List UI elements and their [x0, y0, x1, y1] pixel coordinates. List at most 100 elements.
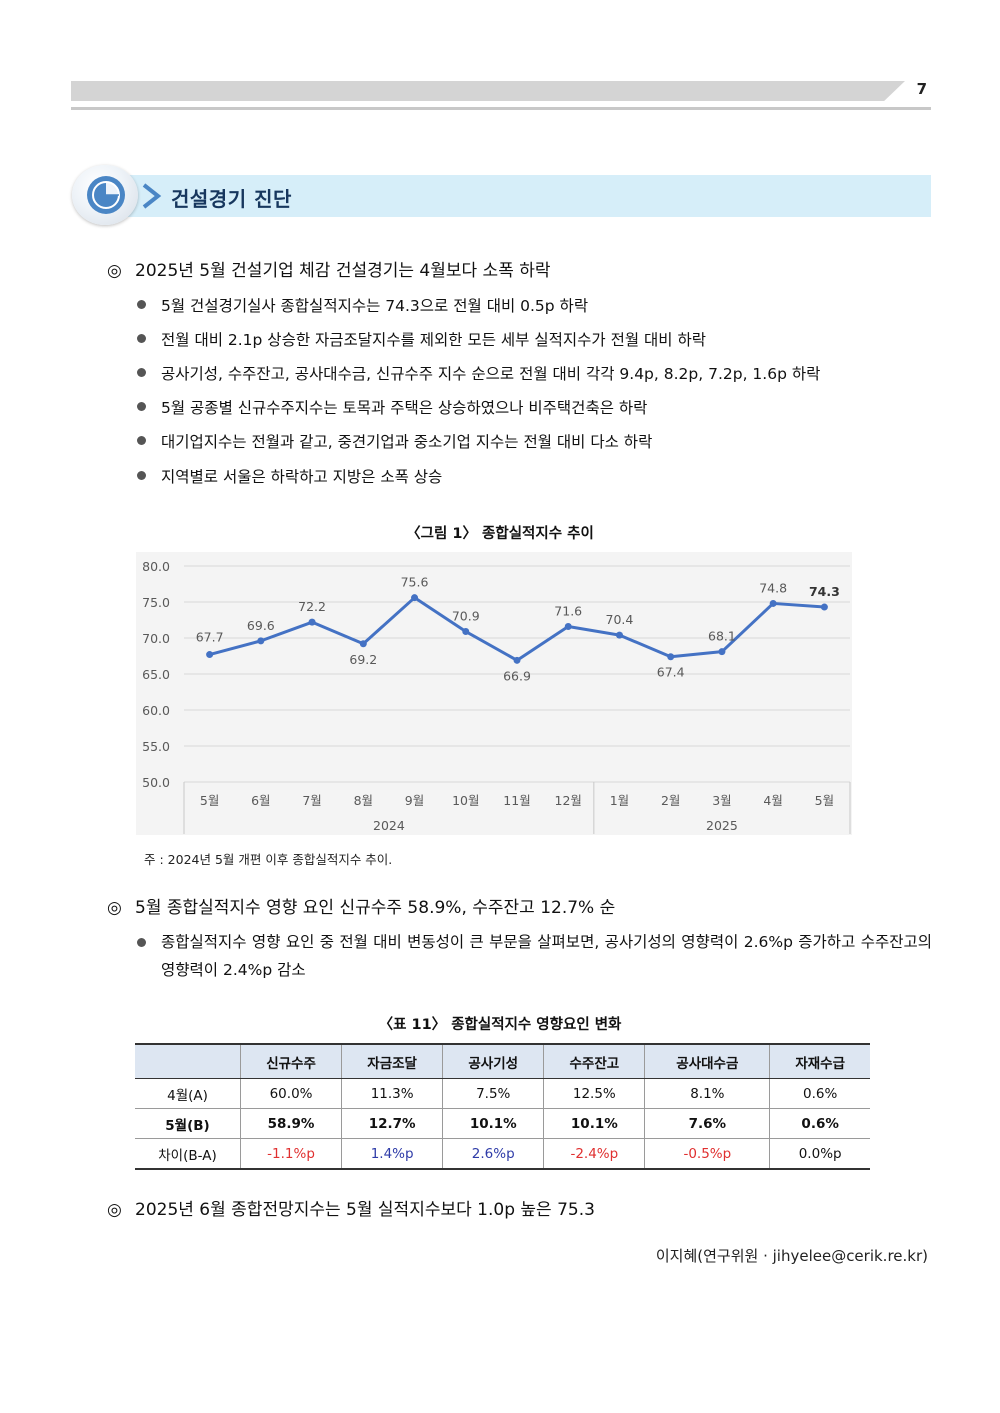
- figure-caption: 〈그림 1〉 종합실적지수 추이: [406, 526, 594, 542]
- row-label: 4월(A): [135, 1078, 241, 1109]
- data-label: 75.6: [401, 575, 429, 590]
- y-tick-label: 50.0: [142, 775, 170, 790]
- row-label: 5월(B): [135, 1108, 241, 1139]
- section-title: 건설경기 진단: [171, 187, 292, 211]
- main-bullet-text: 2025년 6월 종합전망지수는 5월 실적지수보다 1.0p 높은 75.3: [135, 1200, 595, 1220]
- bullet-marker: ◎: [107, 261, 122, 281]
- sub-bullet-text: 공사기성, 수주잔고, 공사대수금, 신규수주 지수 순으로 전월 대비 각각 …: [161, 365, 821, 383]
- data-label: 70.4: [606, 612, 634, 627]
- table-header-row: 신규수주 자금조달 공사기성 수주잔고 공사대수금 자재수급: [135, 1043, 870, 1079]
- main-bullet-text: 2025년 5월 건설기업 체감 건설경기는 4월보다 소폭 하락: [135, 261, 551, 281]
- data-label: 67.7: [196, 630, 224, 645]
- figure-note: 주 : 2024년 5월 개편 이후 종합실적지수 추이.: [144, 852, 393, 867]
- bullet-marker: ◎: [107, 1200, 122, 1220]
- table-row: 4월(A) 60.0% 11.3% 7.5% 12.5% 8.1% 0.6%: [135, 1078, 870, 1109]
- table-cell: 0.6%: [769, 1108, 870, 1139]
- table-cell: 58.9%: [239, 1108, 342, 1139]
- x-tick-label: 3월: [712, 793, 731, 808]
- table-header-cell: 자금조달: [341, 1043, 443, 1079]
- x-tick-label: 1월: [610, 793, 629, 808]
- x-group-label: 2025: [706, 818, 738, 833]
- x-group-label: 2024: [373, 818, 405, 833]
- y-tick-label: 70.0: [142, 631, 170, 646]
- data-point: [615, 631, 623, 639]
- x-tick-label: 2월: [661, 793, 680, 808]
- x-tick-label: 9월: [405, 793, 424, 808]
- table-header-cell: 수주잔고: [543, 1043, 645, 1079]
- table-caption: 〈표 11〉 종합실적지수 영향요인 변화: [378, 1017, 622, 1033]
- data-label: 74.8: [759, 580, 787, 595]
- table-cell: -2.4%p: [543, 1138, 645, 1170]
- data-point: [308, 618, 316, 626]
- data-point: [564, 622, 572, 630]
- sub-bullet-text: 전월 대비 2.1p 상승한 자금조달지수를 제외한 모든 세부 실적지수가 전…: [161, 331, 707, 349]
- table-cell: 7.6%: [644, 1108, 770, 1139]
- sub-bullet: 전월 대비 2.1p 상승한 자금조달지수를 제외한 모든 세부 실적지수가 전…: [137, 328, 706, 350]
- table-cell: 11.3%: [341, 1078, 443, 1109]
- data-label: 72.2: [298, 599, 326, 614]
- y-tick-label: 65.0: [142, 667, 170, 682]
- x-tick-label: 5월: [200, 793, 219, 808]
- data-label: 66.9: [503, 668, 531, 683]
- sub-bullet: 5월 건설경기실사 종합실적지수는 74.3으로 전월 대비 0.5p 하락: [137, 294, 588, 316]
- data-point: [513, 656, 521, 664]
- data-label: 69.6: [247, 618, 275, 633]
- author-credit: 이지혜(연구위원 · jihyelee@cerik.re.kr): [655, 1247, 928, 1265]
- bullet-dot-icon: [137, 938, 146, 947]
- sub-bullet-text: 종합실적지수 영향 요인 중 전월 대비 변동성이 큰 부문을 살펴보면, 공사…: [161, 933, 932, 979]
- sub-bullet-text: 5월 공종별 신규수주지수는 토목과 주택은 상승하였으나 비주택건축은 하락: [161, 399, 648, 417]
- bullet-dot-icon: [137, 334, 146, 343]
- data-point: [206, 651, 214, 659]
- data-point: [359, 640, 367, 648]
- sub-bullet: 종합실적지수 영향 요인 중 전월 대비 변동성이 큰 부문을 살펴보면, 공사…: [137, 928, 932, 984]
- table-cell: 8.1%: [644, 1078, 770, 1109]
- bullet-dot-icon: [137, 471, 146, 480]
- data-point: [411, 594, 419, 602]
- table-cell: 12.7%: [341, 1108, 443, 1139]
- y-tick-label: 60.0: [142, 703, 170, 718]
- sub-bullet-text: 지역별로 서울은 하락하고 지방은 소폭 상승: [161, 468, 443, 486]
- data-label: 70.9: [452, 609, 480, 624]
- table-cell: -0.5%p: [644, 1138, 770, 1170]
- x-tick-label: 7월: [302, 793, 321, 808]
- main-bullet-3: ◎ 2025년 6월 종합전망지수는 5월 실적지수보다 1.0p 높은 75.3: [107, 1195, 595, 1220]
- table-cell: 60.0%: [239, 1078, 342, 1109]
- header-band: [71, 81, 905, 101]
- x-tick-label: 6월: [251, 793, 270, 808]
- data-point: [257, 637, 265, 645]
- bullet-marker: ◎: [107, 898, 122, 918]
- data-point: [820, 603, 828, 611]
- x-tick-label: 8월: [354, 793, 373, 808]
- data-label: 71.6: [554, 603, 582, 618]
- table-cell: 7.5%: [442, 1078, 544, 1109]
- table-header-cell: 공사기성: [442, 1043, 544, 1079]
- main-bullet-1: ◎ 2025년 5월 건설기업 체감 건설경기는 4월보다 소폭 하락: [107, 256, 551, 281]
- table-header-cell: 자재수급: [769, 1043, 870, 1079]
- table-cell: -1.1%p: [239, 1138, 342, 1170]
- table-cell: 2.6%p: [442, 1138, 544, 1170]
- x-tick-label: 10월: [452, 793, 479, 808]
- table-header-cell: 신규수주: [239, 1043, 342, 1079]
- page-number: 7: [916, 80, 927, 98]
- table-cell: 10.1%: [442, 1108, 544, 1139]
- table-cell: 10.1%: [543, 1108, 645, 1139]
- bullet-dot-icon: [137, 368, 146, 377]
- table-row: 차이(B-A) -1.1%p 1.4%p 2.6%p -2.4%p -0.5%p…: [135, 1138, 870, 1170]
- table-cell: 0.0%p: [769, 1138, 870, 1170]
- table-cell: 1.4%p: [341, 1138, 443, 1170]
- sub-bullet-text: 대기업지수는 전월과 같고, 중견기업과 중소기업 지수는 전월 대비 다소 하…: [161, 433, 653, 451]
- y-tick-label: 55.0: [142, 739, 170, 754]
- header-rule: [71, 107, 931, 110]
- data-point: [769, 599, 777, 607]
- table-cell: 0.6%: [769, 1078, 870, 1109]
- data-label: 74.3: [809, 584, 840, 599]
- chart-background: [136, 552, 852, 835]
- table-row: 5월(B) 58.9% 12.7% 10.1% 10.1% 7.6% 0.6%: [135, 1108, 870, 1139]
- main-bullet-2: ◎ 5월 종합실적지수 영향 요인 신규수주 58.9%, 수주잔고 12.7% …: [107, 893, 615, 918]
- y-tick-label: 75.0: [142, 595, 170, 610]
- data-point: [718, 648, 726, 656]
- table-header-cell: [135, 1043, 241, 1079]
- sub-bullet: 공사기성, 수주잔고, 공사대수금, 신규수주 지수 순으로 전월 대비 각각 …: [137, 362, 820, 384]
- y-tick-label: 80.0: [142, 559, 170, 574]
- table-header-cell: 공사대수금: [644, 1043, 770, 1079]
